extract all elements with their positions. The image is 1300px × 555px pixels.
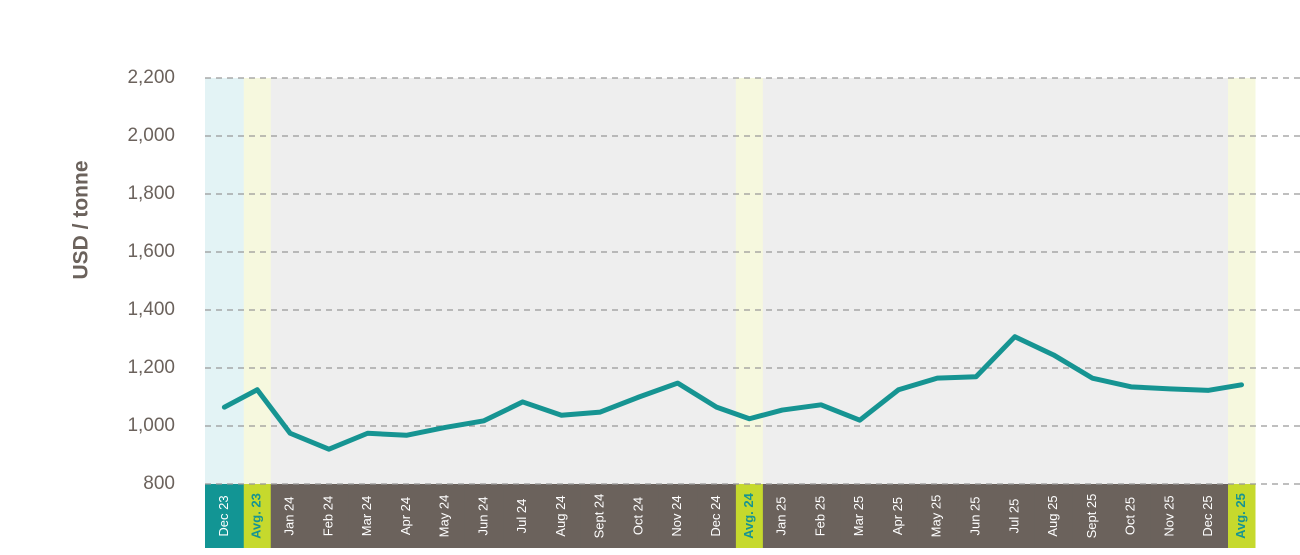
- category-cell: [464, 484, 504, 548]
- band-background: [243, 78, 272, 484]
- x-tick-label: Apr 25: [890, 497, 905, 535]
- x-tick-label: Sept 24: [592, 494, 607, 539]
- x-tick-label: Avg. 25: [1233, 493, 1248, 539]
- x-tick-label: Mar 25: [851, 496, 866, 536]
- category-cell: [503, 484, 543, 548]
- y-axis-title: USD / tonne: [70, 161, 93, 280]
- category-cell: [840, 484, 880, 548]
- band-background: [658, 78, 698, 484]
- x-tick-label: Jan 25: [774, 496, 789, 535]
- x-tick-label: May 24: [437, 495, 452, 538]
- category-cell: [956, 484, 996, 548]
- band-background: [1111, 78, 1151, 484]
- band-background: [1150, 78, 1190, 484]
- category-cell: [697, 484, 737, 548]
- category-cell: [387, 484, 427, 548]
- y-tick-label: 1,600: [127, 241, 175, 262]
- band-background: [542, 78, 582, 484]
- band-background: [917, 78, 958, 484]
- category-cell: [619, 484, 659, 548]
- category-cell: [348, 484, 388, 548]
- band-background: [1072, 78, 1113, 484]
- band-background: [580, 78, 621, 484]
- band-background: [348, 78, 388, 484]
- x-tick-label: May 25: [929, 495, 944, 538]
- x-tick-label: Jun 24: [475, 496, 490, 535]
- band-background: [879, 78, 919, 484]
- x-tick-label: Oct 25: [1123, 497, 1138, 535]
- band-background: [1034, 78, 1074, 484]
- x-tick-label: Dec 24: [708, 495, 723, 536]
- y-tick-label: 2,000: [127, 125, 175, 146]
- band-background: [619, 78, 659, 484]
- x-tick-label: Avg. 23: [249, 493, 264, 539]
- x-tick-label: Aug 24: [553, 495, 568, 536]
- y-tick-label: 1,400: [127, 299, 175, 320]
- band-background: [801, 78, 841, 484]
- x-tick-label: Jan 24: [282, 496, 297, 535]
- category-cell: [735, 484, 764, 548]
- x-tick-label: Aug 25: [1045, 495, 1060, 536]
- y-tick-label: 800: [143, 473, 175, 494]
- category-cell: [1072, 484, 1113, 548]
- band-background: [1189, 78, 1229, 484]
- x-tick-label: Nov 24: [669, 495, 684, 536]
- backgrounds: [205, 78, 1256, 548]
- category-cell: [1189, 484, 1229, 548]
- x-tick-label: Dec 25: [1200, 495, 1215, 536]
- band-background: [697, 78, 737, 484]
- category-cell: [542, 484, 582, 548]
- x-tick-label: Avg. 24: [741, 492, 756, 539]
- category-cell: [995, 484, 1035, 548]
- y-tick-label: 2,200: [127, 67, 175, 88]
- category-cell: [1034, 484, 1074, 548]
- x-tick-label: Jul 24: [514, 499, 529, 534]
- band-background: [387, 78, 427, 484]
- x-tick-label: Sept 25: [1084, 494, 1099, 539]
- band-background: [995, 78, 1035, 484]
- x-tick-label: Jul 25: [1006, 499, 1021, 534]
- band-background: [270, 78, 311, 484]
- y-tick-label: 1,200: [127, 357, 175, 378]
- y-tick-label: 1,800: [127, 183, 175, 204]
- band-background: [309, 78, 349, 484]
- series-line: [221, 334, 1244, 452]
- band-background: [205, 78, 245, 484]
- x-tick-label: Jun 25: [967, 496, 982, 535]
- category-cell: [1228, 484, 1256, 548]
- x-tick-label: Mar 24: [359, 496, 374, 536]
- category-cell: [205, 484, 245, 548]
- x-tick-label: Feb 24: [320, 496, 335, 536]
- band-background: [1228, 78, 1256, 484]
- category-cell: [1150, 484, 1190, 548]
- x-tick-label: Nov 25: [1161, 495, 1176, 536]
- band-background: [840, 78, 880, 484]
- category-cell: [658, 484, 698, 548]
- category-cell: [309, 484, 349, 548]
- category-cell: [270, 484, 311, 548]
- category-cell: [243, 484, 272, 548]
- band-background: [503, 78, 543, 484]
- y-tick-label: 1,000: [127, 415, 175, 436]
- category-cell: [879, 484, 919, 548]
- x-tick-label: Oct 24: [630, 497, 645, 535]
- x-tick-label: Feb 25: [812, 496, 827, 536]
- x-tick-label: Apr 24: [398, 497, 413, 535]
- category-cell: [580, 484, 621, 548]
- category-cell: [762, 484, 803, 548]
- band-background: [762, 78, 803, 484]
- category-cell: [917, 484, 958, 548]
- category-cell: [425, 484, 466, 548]
- category-cell: [801, 484, 841, 548]
- category-cell: [1111, 484, 1151, 548]
- x-tick-label: Dec 23: [216, 495, 231, 536]
- band-background: [425, 78, 466, 484]
- band-background: [956, 78, 996, 484]
- band-background: [735, 78, 764, 484]
